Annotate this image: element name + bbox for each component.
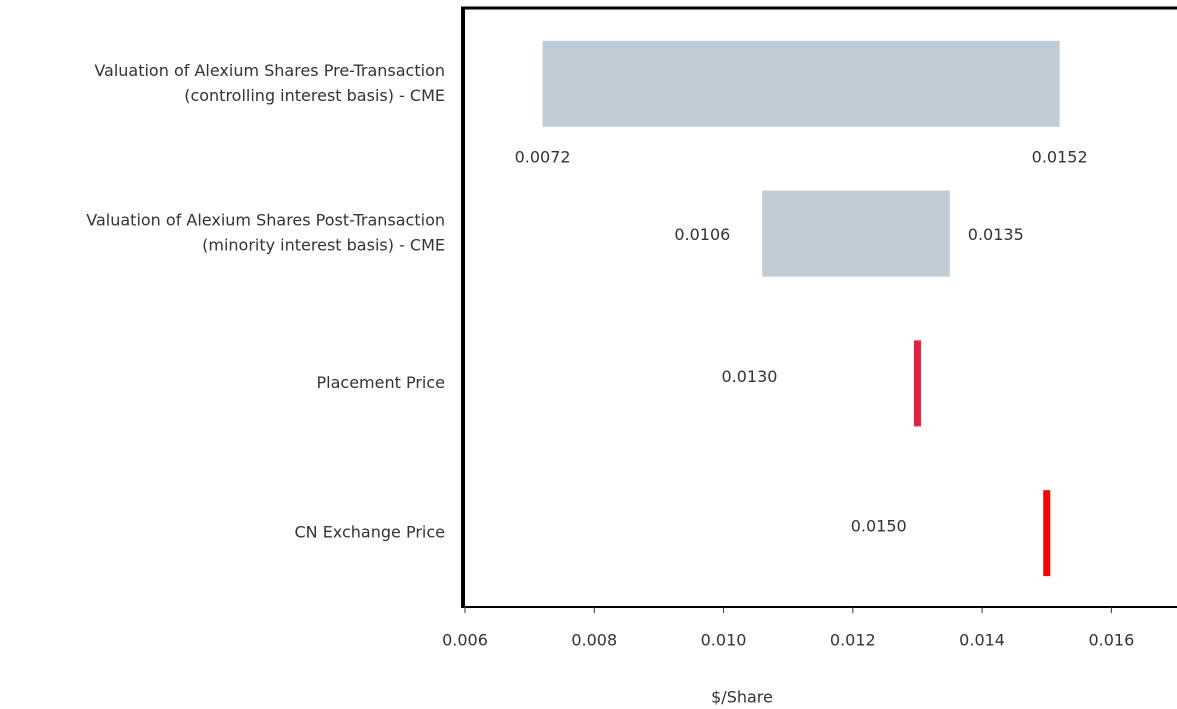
category-label: Placement Price xyxy=(317,373,446,392)
range-bar xyxy=(762,190,950,277)
price-label: 0.0130 xyxy=(721,367,777,386)
price-label: 0.0150 xyxy=(851,517,907,536)
x-tick-label: 0.014 xyxy=(959,631,1005,650)
high-label: 0.0152 xyxy=(1032,147,1088,166)
x-tick-label: 0.008 xyxy=(571,631,617,650)
price-marker xyxy=(1043,490,1051,577)
price-marker xyxy=(913,340,921,427)
x-tick-label: 0.006 xyxy=(442,631,488,650)
low-label: 0.0106 xyxy=(674,225,730,244)
category-label: (minority interest basis) - CME xyxy=(202,236,445,255)
x-tick-label: 0.012 xyxy=(830,631,876,650)
category-label: Valuation of Alexium Shares Pre-Transact… xyxy=(94,61,445,80)
category-label: (controlling interest basis) - CME xyxy=(184,86,445,105)
x-axis-title: $/Share xyxy=(711,688,773,707)
range-bar xyxy=(542,40,1060,127)
x-tick-label: 0.016 xyxy=(1088,631,1134,650)
category-label: Valuation of Alexium Shares Post-Transac… xyxy=(86,211,445,230)
high-label: 0.0135 xyxy=(968,225,1024,244)
x-tick-label: 0.010 xyxy=(701,631,747,650)
category-label: CN Exchange Price xyxy=(294,523,445,542)
low-label: 0.0072 xyxy=(515,147,571,166)
